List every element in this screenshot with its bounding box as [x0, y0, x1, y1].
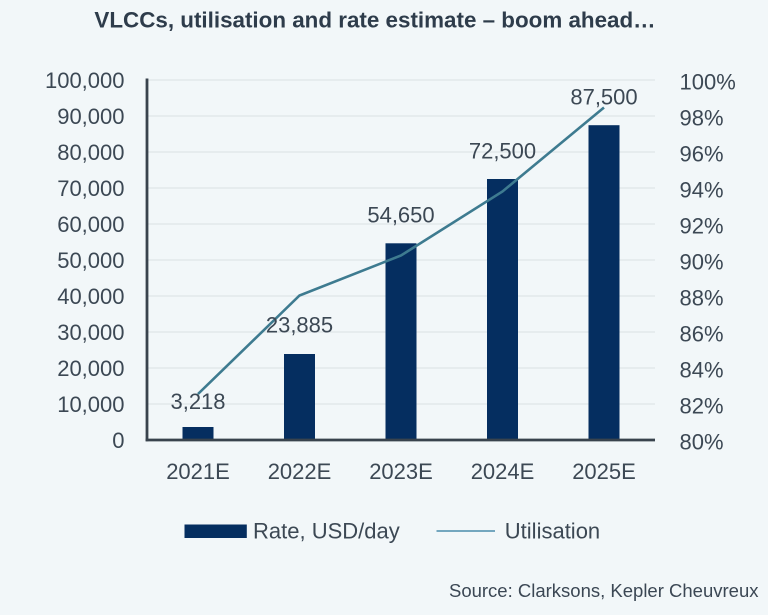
svg-text:86%: 86%	[680, 322, 724, 347]
svg-text:100%: 100%	[680, 70, 736, 95]
svg-text:94%: 94%	[680, 178, 724, 203]
svg-text:0: 0	[112, 428, 124, 453]
svg-text:87,500: 87,500	[570, 85, 637, 110]
svg-text:98%: 98%	[680, 106, 724, 131]
svg-text:88%: 88%	[680, 286, 724, 311]
svg-text:54,650: 54,650	[367, 203, 434, 228]
svg-text:Rate, USD/day: Rate, USD/day	[253, 519, 400, 544]
svg-text:3,218: 3,218	[170, 389, 225, 414]
svg-text:10,000: 10,000	[57, 392, 124, 417]
svg-text:Source: Clarksons, Kepler Cheu: Source: Clarksons, Kepler Cheuvreux	[449, 580, 759, 601]
svg-text:2023E: 2023E	[369, 459, 433, 484]
svg-text:Utilisation: Utilisation	[505, 519, 600, 544]
svg-text:80,000: 80,000	[57, 140, 124, 165]
svg-text:100,000: 100,000	[45, 68, 125, 93]
svg-text:40,000: 40,000	[57, 284, 124, 309]
svg-text:2021E: 2021E	[166, 459, 230, 484]
svg-text:2025E: 2025E	[572, 459, 636, 484]
svg-text:70,000: 70,000	[57, 176, 124, 201]
svg-text:20,000: 20,000	[57, 356, 124, 381]
svg-text:92%: 92%	[680, 214, 724, 239]
svg-text:96%: 96%	[680, 142, 724, 167]
svg-text:2024E: 2024E	[471, 459, 535, 484]
svg-text:80%: 80%	[680, 430, 724, 455]
svg-text:90%: 90%	[680, 250, 724, 275]
svg-text:90,000: 90,000	[57, 104, 124, 129]
svg-text:2022E: 2022E	[268, 459, 332, 484]
svg-text:30,000: 30,000	[57, 320, 124, 345]
svg-text:82%: 82%	[680, 394, 724, 419]
svg-text:60,000: 60,000	[57, 212, 124, 237]
svg-text:72,500: 72,500	[469, 139, 536, 164]
svg-text:VLCCs, utilisation and rate es: VLCCs, utilisation and rate estimate – b…	[94, 8, 655, 33]
svg-text:84%: 84%	[680, 358, 724, 383]
svg-text:50,000: 50,000	[57, 248, 124, 273]
svg-text:23,885: 23,885	[266, 313, 333, 338]
